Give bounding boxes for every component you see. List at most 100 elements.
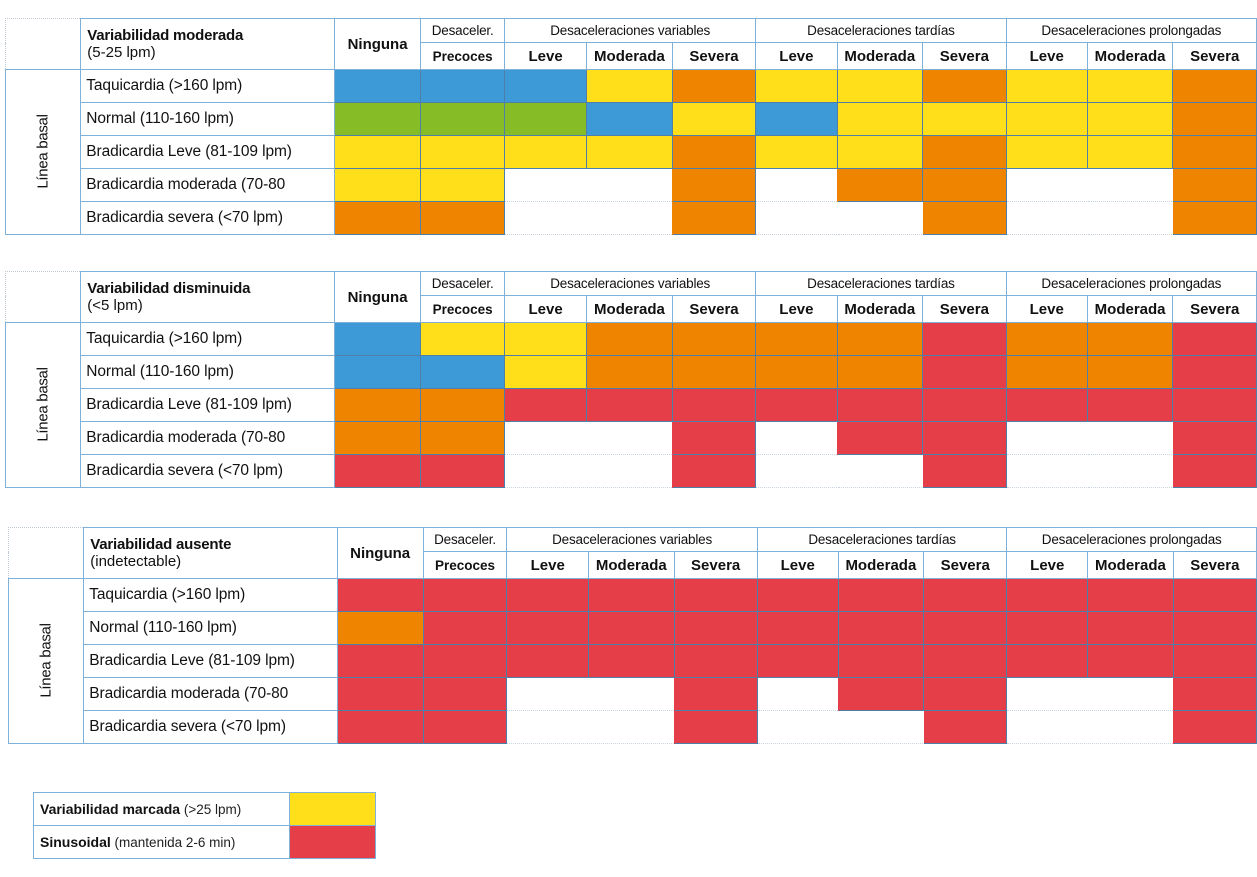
risk-cell-yellow (333, 135, 422, 169)
risk-cell-red (588, 644, 675, 678)
risk-cell-yellow (1005, 135, 1088, 169)
risk-cell-blue (586, 102, 673, 136)
risk-cell-red (588, 578, 675, 612)
risk-cell-yellow (504, 355, 588, 389)
header-prolongadas: Desaceleraciones prolongadas (1006, 527, 1257, 552)
risk-cell-red (1172, 644, 1257, 678)
risk-cell-red (673, 644, 758, 678)
risk-cell-orange (922, 168, 1007, 202)
risk-cell-red (922, 355, 1007, 389)
legend-row: Variabilidad marcada (>25 lpm) (33, 792, 376, 826)
risk-cell-yellow (836, 102, 924, 136)
side-label-text: Línea basal (34, 367, 52, 442)
risk-cell-red (673, 578, 758, 612)
header-leve: Leve (506, 551, 590, 579)
row-label: Normal (110-160 lpm) (80, 102, 335, 136)
risk-cell-orange (1086, 355, 1174, 389)
risk-cell-red (422, 710, 508, 744)
table-title: Variabilidad moderada (5-25 lpm) (80, 18, 335, 70)
corner-cell (4, 271, 82, 323)
header-leve: Leve (504, 295, 588, 323)
header-severa: Severa (1172, 42, 1257, 70)
risk-cell-red (923, 710, 1008, 744)
header-tardias: Desaceleraciones tardías (756, 527, 1008, 552)
risk-cell-red (1005, 388, 1088, 422)
risk-cell-green (504, 102, 588, 136)
table-row: Bradicardia moderada (70-80 (6, 421, 1257, 455)
risk-cell-red (923, 611, 1008, 645)
header-ninguna: Ninguna (336, 527, 424, 579)
risk-cell-empty (506, 710, 589, 744)
risk-cell-empty (504, 168, 587, 202)
header-leve: Leve (1006, 551, 1089, 579)
risk-cell-blue (333, 322, 422, 356)
risk-cell-orange (922, 201, 1007, 235)
risk-cell-red (422, 644, 508, 678)
header-moderada: Moderada (586, 42, 673, 70)
legend-swatch-yellow (289, 792, 376, 826)
legend-label-bold: Sinusoidal (40, 834, 111, 850)
risk-cell-yellow (420, 322, 506, 356)
risk-cell-orange (586, 322, 673, 356)
risk-cell-orange (1172, 135, 1257, 169)
risk-cell-red (504, 388, 588, 422)
risk-cell-red (422, 677, 508, 711)
row-label: Bradicardia Leve (81-109 lpm) (80, 135, 335, 169)
risk-cell-blue (333, 69, 422, 103)
risk-cell-red (586, 388, 673, 422)
risk-cell-empty (588, 677, 675, 711)
risk-cell-red (336, 677, 424, 711)
header-leve: Leve (756, 551, 839, 579)
risk-cell-red (922, 388, 1007, 422)
legend-label: Sinusoidal (mantenida 2-6 min) (33, 825, 290, 859)
risk-cell-yellow (671, 102, 757, 136)
header-variables: Desaceleraciones variables (506, 527, 758, 552)
header-severa: Severa (922, 42, 1007, 70)
ctg-table-3: Variabilidad ausente (indetectable) Ningu… (7, 527, 1257, 744)
risk-cell-orange (755, 322, 838, 356)
table-row: Normal (110-160 lpm) (9, 611, 1257, 645)
table-row: Bradicardia severa (<70 lpm) (6, 201, 1257, 235)
header-variables: Desaceleraciones variables (504, 271, 757, 296)
header-ninguna: Ninguna (333, 18, 422, 70)
risk-cell-red (1172, 388, 1257, 422)
header-moderada: Moderada (836, 295, 924, 323)
risk-cell-orange (671, 201, 757, 235)
risk-cell-red (336, 644, 424, 678)
risk-cell-blue (420, 355, 506, 389)
table-row: Normal (110-160 lpm) (6, 102, 1257, 136)
risk-cell-red (923, 578, 1008, 612)
table-row: Bradicardia moderada (70-80 (9, 677, 1257, 711)
table-row: Bradicardia severa (<70 lpm) (6, 454, 1257, 488)
risk-cell-empty (586, 168, 673, 202)
risk-cell-yellow (420, 168, 506, 202)
risk-cell-empty (1006, 710, 1088, 744)
risk-cell-yellow (1086, 69, 1174, 103)
risk-cell-orange (1086, 322, 1174, 356)
risk-cell-red (336, 578, 424, 612)
header-leve: Leve (1005, 295, 1088, 323)
risk-cell-yellow (504, 135, 588, 169)
risk-cell-empty (1006, 421, 1088, 455)
header-moderada: Moderada (837, 551, 925, 579)
risk-cell-orange (671, 168, 757, 202)
risk-cell-red (506, 644, 590, 678)
side-label-text: Línea basal (37, 623, 55, 698)
header-tardias: Desaceleraciones tardías (755, 18, 1007, 43)
header-severa: Severa (671, 295, 757, 323)
header-leve: Leve (755, 42, 838, 70)
risk-cell-orange (1005, 322, 1088, 356)
risk-cell-red (756, 611, 839, 645)
header-leve: Leve (1005, 42, 1088, 70)
risk-cell-yellow (1086, 135, 1174, 169)
risk-cell-yellow (836, 135, 924, 169)
header-prolongadas: Desaceleraciones prolongadas (1005, 18, 1257, 43)
risk-cell-red (1172, 454, 1257, 488)
table-row: Bradicardia Leve (81-109 lpm) (6, 135, 1257, 169)
risk-cell-red (756, 644, 839, 678)
risk-cell-red (837, 611, 925, 645)
risk-cell-red (420, 454, 506, 488)
risk-cell-empty (755, 201, 837, 235)
risk-cell-empty (755, 168, 837, 202)
row-label: Bradicardia moderada (70-80 (83, 677, 338, 711)
